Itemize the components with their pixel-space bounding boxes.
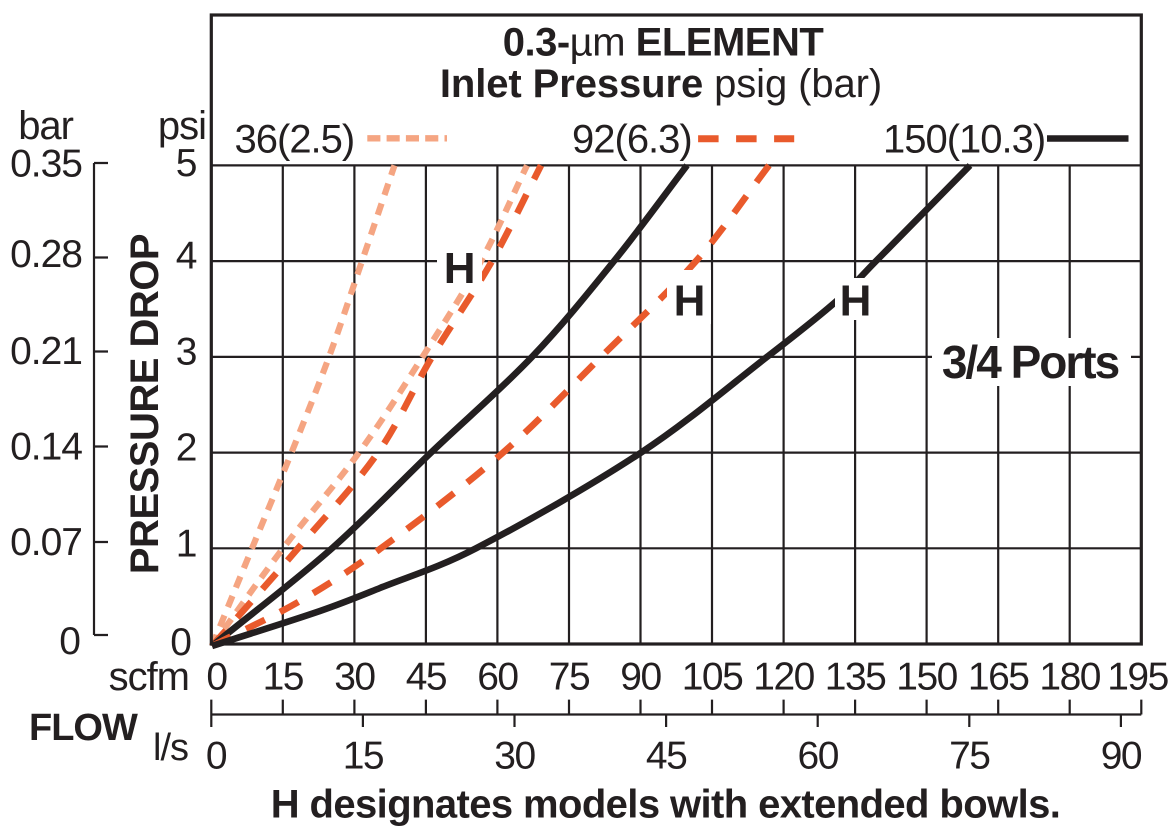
svg-text:0.35: 0.35 [10, 143, 82, 186]
svg-text:15: 15 [263, 656, 304, 699]
svg-text:H designates models with exten: H designates models with extended bowls. [271, 782, 1061, 826]
svg-text:4: 4 [176, 235, 197, 278]
svg-text:0.21: 0.21 [10, 330, 82, 373]
svg-text:H: H [840, 277, 872, 326]
svg-text:150(10.3): 150(10.3) [883, 118, 1045, 162]
svg-text:150: 150 [896, 656, 957, 699]
svg-text:H: H [444, 244, 476, 293]
svg-text:1: 1 [176, 523, 197, 566]
svg-text:75: 75 [949, 735, 990, 778]
svg-text:0.28: 0.28 [10, 233, 82, 276]
svg-text:H: H [674, 277, 706, 326]
svg-text:scfm: scfm [109, 655, 189, 699]
svg-text:90: 90 [620, 656, 661, 699]
svg-text:45: 45 [646, 735, 687, 778]
svg-text:75: 75 [549, 656, 590, 699]
svg-text:92(6.3): 92(6.3) [572, 118, 692, 162]
svg-text:l/s: l/s [153, 727, 188, 769]
svg-text:0: 0 [59, 620, 80, 663]
svg-text:0.07: 0.07 [10, 521, 82, 564]
svg-text:36(2.5): 36(2.5) [235, 118, 355, 162]
svg-text:60: 60 [477, 656, 518, 699]
svg-text:5: 5 [176, 142, 197, 185]
svg-text:120: 120 [753, 656, 814, 699]
svg-text:PRESSURE DROP: PRESSURE DROP [123, 234, 167, 574]
svg-text:FLOW: FLOW [29, 707, 138, 749]
svg-text:30: 30 [494, 735, 535, 778]
svg-text:psi: psi [158, 104, 206, 148]
svg-text:195: 195 [1107, 656, 1168, 699]
svg-text:0: 0 [206, 735, 227, 778]
svg-text:105: 105 [682, 656, 743, 699]
svg-text:45: 45 [406, 656, 447, 699]
svg-text:15: 15 [343, 735, 384, 778]
svg-text:180: 180 [1039, 656, 1100, 699]
svg-text:0: 0 [206, 656, 227, 699]
svg-text:90: 90 [1101, 735, 1142, 778]
svg-text:0.14: 0.14 [10, 426, 82, 469]
svg-text:165: 165 [968, 656, 1029, 699]
svg-text:Inlet Pressure psig (bar): Inlet Pressure psig (bar) [440, 62, 882, 106]
svg-text:2: 2 [176, 427, 197, 470]
svg-text:135: 135 [825, 656, 886, 699]
svg-text:0.3-µm ELEMENT: 0.3-µm ELEMENT [503, 21, 824, 65]
svg-text:3/4 Ports: 3/4 Ports [942, 336, 1119, 388]
svg-text:bar: bar [18, 104, 73, 148]
svg-text:30: 30 [334, 656, 375, 699]
svg-text:3: 3 [176, 331, 197, 374]
svg-text:0: 0 [170, 621, 191, 664]
svg-text:60: 60 [798, 735, 839, 778]
